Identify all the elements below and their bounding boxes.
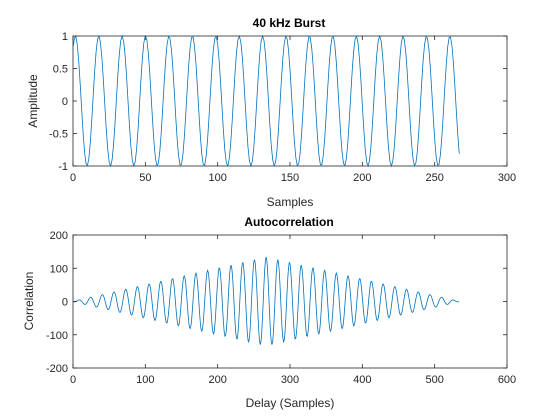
autocorr-x-label: Delay (Samples) — [246, 396, 335, 410]
x-tick-label: 0 — [70, 172, 76, 184]
x-tick-label: 100 — [136, 374, 154, 386]
x-tick-label: 300 — [498, 172, 516, 184]
y-tick-label: 100 — [50, 263, 68, 275]
x-tick-label: 250 — [425, 172, 443, 184]
y-tick-label: 0 — [62, 297, 68, 309]
y-tick-label: -200 — [46, 363, 68, 375]
x-tick-label: 200 — [353, 172, 371, 184]
x-tick-label: 200 — [208, 374, 226, 386]
burst-title: 40 kHz Burst — [253, 16, 326, 30]
y-tick-label: -0.5 — [49, 129, 68, 141]
burst-signal-line — [72, 34, 460, 168]
x-tick-label: 300 — [281, 374, 299, 386]
autocorr-x-ticks: 0 100 200 300 400 500 600 — [70, 235, 516, 386]
burst-y-ticks: -1 -0.5 0 0.5 1 — [49, 31, 507, 173]
x-tick-label: 100 — [208, 172, 226, 184]
autocorr-y-label: Correlation — [22, 272, 36, 331]
burst-plot-area — [72, 35, 508, 167]
y-tick-label: 0.5 — [53, 64, 68, 76]
y-tick-label: -1 — [58, 161, 68, 173]
autocorr-y-ticks: -200 -100 0 100 200 — [46, 230, 507, 375]
y-tick-label: 200 — [50, 230, 68, 242]
y-tick-label: -100 — [46, 330, 68, 342]
x-tick-label: 150 — [281, 172, 299, 184]
y-tick-label: 0 — [62, 96, 68, 108]
burst-y-label: Amplitude — [26, 74, 40, 128]
autocorr-title: Autocorrelation — [244, 215, 333, 229]
autocorr-plot-area — [72, 234, 508, 369]
x-tick-label: 600 — [498, 374, 516, 386]
burst-x-label: Samples — [267, 195, 314, 209]
burst-axes: 40 kHz Burst 0 50 100 150 200 250 300 -1-0.500… — [26, 16, 516, 209]
x-tick-label: 500 — [425, 374, 443, 386]
x-tick-label: 400 — [353, 374, 371, 386]
burst-x-ticks: 0 50 100 150 200 250 300 — [70, 36, 516, 184]
autocorr-axes: Autocorrelation 0 100 200 300 400 500 600 -200… — [22, 215, 516, 410]
x-tick-label: 0 — [70, 374, 76, 386]
x-tick-label: 50 — [139, 172, 151, 184]
y-tick-label: 1 — [62, 31, 68, 43]
autocorr-signal-line — [72, 256, 460, 345]
